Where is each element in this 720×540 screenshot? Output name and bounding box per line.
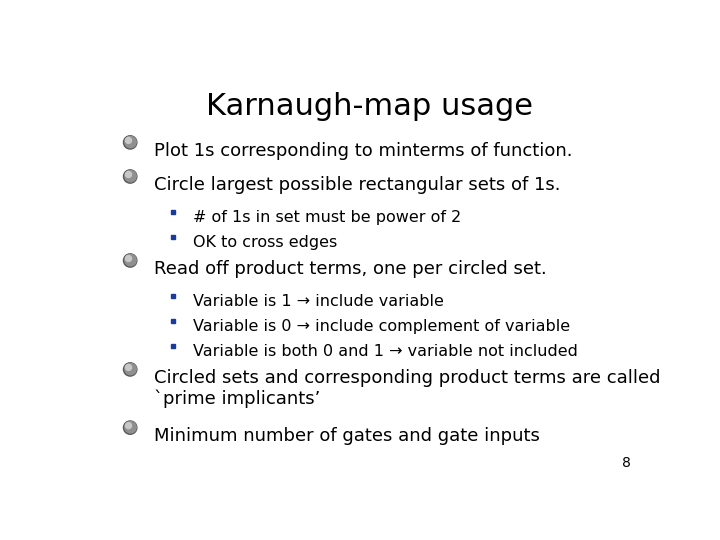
- Text: Read off product terms, one per circled set.: Read off product terms, one per circled …: [154, 260, 547, 278]
- Text: Variable is both 0 and 1 → variable not included: Variable is both 0 and 1 → variable not …: [193, 344, 578, 359]
- Ellipse shape: [125, 255, 132, 261]
- Text: Karnaugh-map usage: Karnaugh-map usage: [205, 92, 533, 121]
- Text: OK to cross edges: OK to cross edges: [193, 235, 338, 250]
- Ellipse shape: [125, 137, 136, 148]
- Text: Plot 1s corresponding to minterms of function.: Plot 1s corresponding to minterms of fun…: [154, 141, 572, 160]
- Text: Variable is 0 → include complement of variable: Variable is 0 → include complement of va…: [193, 319, 570, 334]
- Ellipse shape: [124, 363, 137, 376]
- Ellipse shape: [124, 170, 137, 183]
- Text: Variable is 1 → include variable: Variable is 1 → include variable: [193, 294, 444, 309]
- Ellipse shape: [125, 422, 136, 433]
- Text: Minimum number of gates and gate inputs: Minimum number of gates and gate inputs: [154, 427, 540, 445]
- FancyBboxPatch shape: [171, 210, 174, 214]
- Ellipse shape: [124, 136, 137, 149]
- FancyBboxPatch shape: [171, 319, 174, 323]
- Text: # of 1s in set must be power of 2: # of 1s in set must be power of 2: [193, 210, 462, 225]
- FancyBboxPatch shape: [171, 344, 174, 348]
- FancyBboxPatch shape: [171, 294, 174, 298]
- Ellipse shape: [125, 137, 132, 144]
- Ellipse shape: [125, 254, 136, 266]
- Text: Circled sets and corresponding product terms are called
`prime implicants’: Circled sets and corresponding product t…: [154, 369, 661, 408]
- Ellipse shape: [125, 171, 136, 182]
- Ellipse shape: [125, 423, 132, 429]
- Ellipse shape: [124, 421, 137, 434]
- Ellipse shape: [125, 172, 132, 178]
- Ellipse shape: [125, 364, 132, 370]
- FancyBboxPatch shape: [171, 235, 174, 239]
- Text: Circle largest possible rectangular sets of 1s.: Circle largest possible rectangular sets…: [154, 176, 561, 194]
- Ellipse shape: [124, 254, 137, 267]
- Text: 8: 8: [622, 456, 631, 470]
- Ellipse shape: [125, 363, 136, 375]
